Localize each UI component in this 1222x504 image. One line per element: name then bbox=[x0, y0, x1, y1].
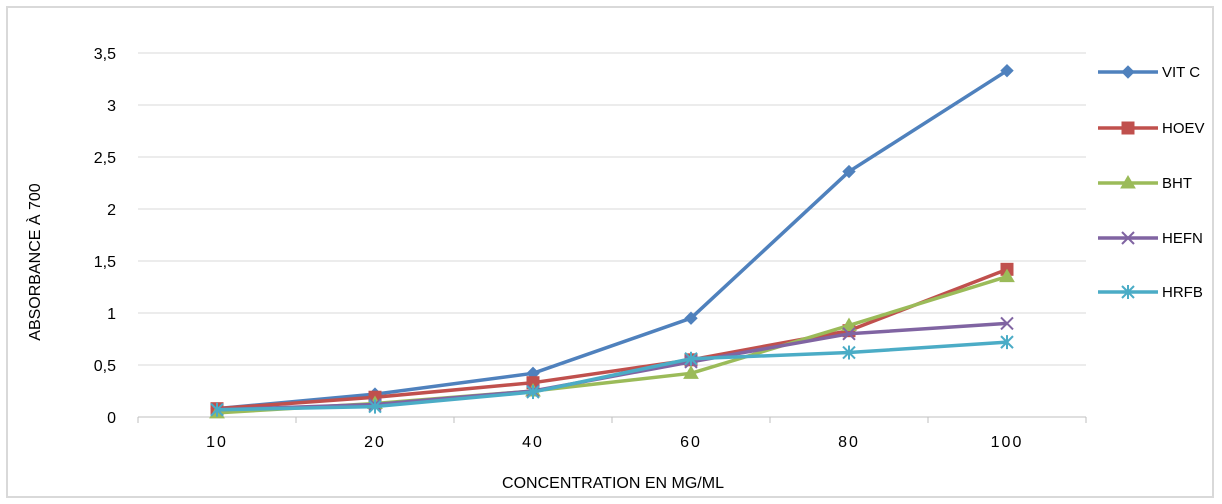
x-tick-labels: 10 20 40 60 80 100 bbox=[206, 434, 1024, 451]
data-point bbox=[368, 399, 382, 414]
data-point bbox=[683, 365, 699, 379]
data-point bbox=[526, 385, 540, 400]
y-axis-title: ABSORBANCE À 700 bbox=[25, 183, 44, 341]
data-point bbox=[1000, 63, 1014, 78]
legend-label: HEFN bbox=[1162, 230, 1203, 247]
x-axis-title: CONCENTRATION EN MG/ML bbox=[502, 475, 724, 492]
data-point bbox=[1000, 335, 1014, 350]
legend-marker bbox=[1120, 175, 1136, 189]
legend-label: HOEV bbox=[1162, 120, 1205, 137]
legend-entry: VIT C bbox=[1098, 64, 1200, 81]
x-tick-label: 20 bbox=[364, 434, 386, 451]
data-point bbox=[841, 317, 857, 331]
legend-marker bbox=[1121, 65, 1135, 79]
x-marker-stroke bbox=[1121, 231, 1135, 245]
data-point bbox=[999, 268, 1015, 283]
data-point bbox=[684, 311, 698, 325]
x-tick-label: 40 bbox=[522, 434, 544, 451]
data-point bbox=[210, 402, 224, 417]
y-tick-label: 0,5 bbox=[94, 358, 116, 375]
series-hoev bbox=[210, 262, 1014, 416]
x-tick-label: 60 bbox=[680, 434, 702, 451]
x-marker-stroke bbox=[1000, 316, 1014, 331]
legend-entry: HRFB bbox=[1098, 284, 1203, 301]
y-tick-label: 3 bbox=[107, 98, 116, 115]
legend-marker bbox=[1121, 285, 1135, 299]
series-bht bbox=[209, 268, 1015, 419]
data-point bbox=[1000, 316, 1014, 331]
series-line bbox=[216, 267, 1008, 411]
y-tick-label: 2 bbox=[107, 202, 116, 219]
gridlines bbox=[137, 52, 1087, 423]
series-line bbox=[216, 340, 1008, 412]
chart-frame bbox=[6, 6, 1214, 498]
legend-marker bbox=[1121, 121, 1135, 135]
legend: VIT C HOEV BHT HEFN HRFB bbox=[1098, 64, 1205, 301]
data-point bbox=[842, 345, 856, 360]
legend-label: BHT bbox=[1162, 175, 1192, 192]
series-line bbox=[216, 69, 1008, 411]
y-tick-label: 3,5 bbox=[94, 46, 116, 63]
legend-entry: HOEV bbox=[1098, 120, 1205, 137]
x-marker-stroke bbox=[842, 327, 856, 341]
legend-entry: HEFN bbox=[1098, 230, 1203, 247]
y-tick-label: 1,5 bbox=[94, 254, 116, 271]
x-tick-label: 10 bbox=[206, 434, 228, 451]
legend-entry: BHT bbox=[1098, 175, 1192, 192]
legend-marker bbox=[1121, 231, 1135, 245]
legend-label: VIT C bbox=[1162, 64, 1200, 81]
data-point bbox=[842, 327, 856, 341]
data-series bbox=[209, 63, 1015, 419]
y-tick-label: 0 bbox=[107, 410, 116, 427]
data-point bbox=[684, 351, 698, 366]
series-hrfb bbox=[210, 335, 1014, 417]
y-tick-label: 2,5 bbox=[94, 150, 116, 167]
data-point bbox=[842, 164, 856, 179]
legend-label: HRFB bbox=[1162, 284, 1203, 301]
x-tick-label: 80 bbox=[838, 434, 860, 451]
y-tick-labels: 0 0,5 1 1,5 2 2,5 3 3,5 bbox=[94, 46, 116, 427]
y-tick-label: 1 bbox=[107, 306, 116, 323]
series-vit-c bbox=[210, 63, 1014, 416]
x-tick-label: 100 bbox=[991, 434, 1024, 451]
